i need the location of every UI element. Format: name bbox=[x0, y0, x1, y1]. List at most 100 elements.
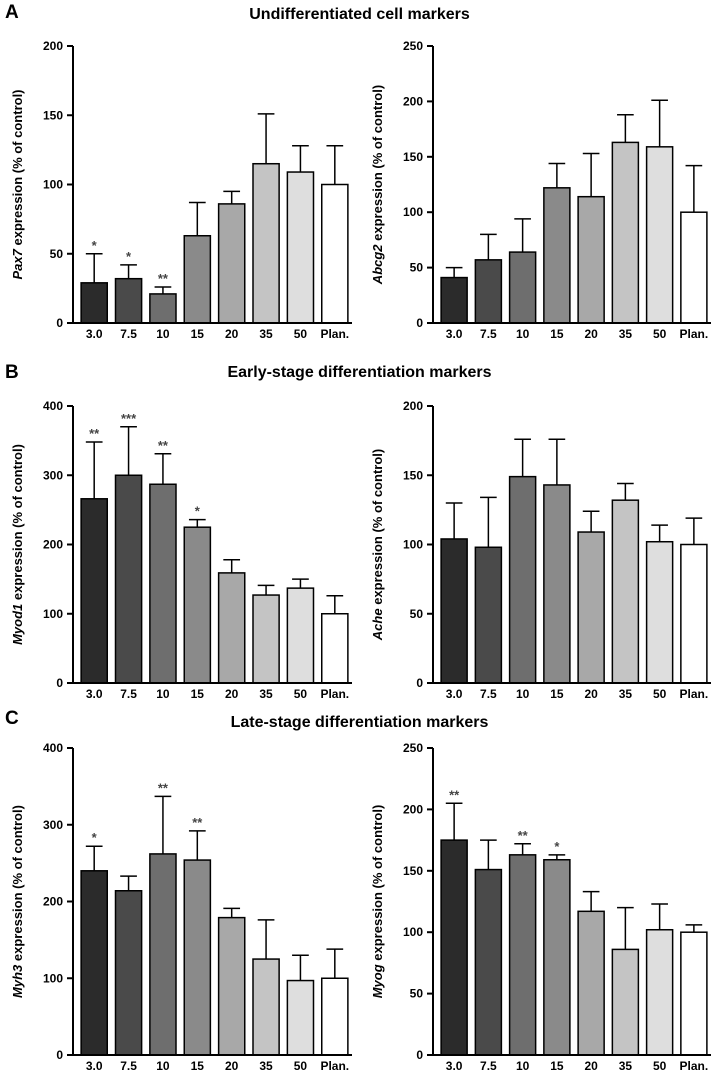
abcg2-bar-7-5 bbox=[474, 259, 503, 324]
myog-bar-3-0 bbox=[440, 839, 468, 1056]
ache-gene-name: Ache bbox=[370, 608, 385, 641]
abcg2-bar-10 bbox=[508, 251, 537, 324]
ache-x-tick-label: 15 bbox=[550, 687, 564, 701]
myh3-x-tick-label: 15 bbox=[191, 1059, 205, 1073]
myh3-y-tick-label: 300 bbox=[43, 818, 63, 832]
abcg2-bar-3-0 bbox=[440, 276, 468, 324]
abcg2-x-tick-label: 3.0 bbox=[446, 327, 463, 341]
pax7-bar-plan- bbox=[321, 183, 349, 324]
myh3-x-tick-label: 20 bbox=[225, 1059, 239, 1073]
myod1-significance-mark: ** bbox=[158, 438, 169, 453]
myod1-y-tick-label: 100 bbox=[43, 607, 63, 621]
myog-significance-mark: ** bbox=[449, 787, 460, 802]
pax7-significance-mark: ** bbox=[158, 271, 169, 286]
ache-bar-10 bbox=[508, 475, 537, 684]
pax7-x-tick-label: 10 bbox=[156, 327, 170, 341]
myog-bar-35 bbox=[611, 948, 640, 1056]
myh3-x-tick-label: 10 bbox=[156, 1059, 170, 1073]
myog-y-axis-unit: expression (% of control) bbox=[370, 805, 385, 965]
myod1-x-tick-label: 10 bbox=[156, 687, 170, 701]
pax7-bar-3-0 bbox=[80, 282, 108, 324]
abcg2-bar-15 bbox=[543, 187, 571, 324]
pax7-bar-50 bbox=[286, 171, 315, 324]
pax7-x-tick-label: 15 bbox=[191, 327, 205, 341]
pax7-x-tick-label: 7.5 bbox=[120, 327, 137, 341]
myh3-bar-35 bbox=[252, 958, 280, 1056]
myh3-significance-mark: ** bbox=[192, 815, 203, 830]
myog-bar-10 bbox=[508, 854, 537, 1056]
ache-bar-50 bbox=[645, 540, 674, 684]
ache-bar-plan- bbox=[680, 543, 708, 684]
pax7-y-axis-label: Pax7 expression (% of control) bbox=[10, 89, 25, 279]
myog-bar-plan- bbox=[680, 931, 708, 1056]
abcg2-y-tick-label: 150 bbox=[403, 150, 423, 164]
myh3-x-tick-label: Plan. bbox=[320, 1059, 349, 1073]
myog-y-tick-label: 50 bbox=[410, 987, 424, 1001]
abcg2-x-tick-label: 15 bbox=[550, 327, 564, 341]
myh3-significance-mark: * bbox=[92, 830, 98, 845]
ache-x-tick-label: 50 bbox=[653, 687, 667, 701]
pax7-x-tick-label: 50 bbox=[294, 327, 308, 341]
abcg2-x-tick-label: 10 bbox=[516, 327, 530, 341]
pax7-y-tick-label: 50 bbox=[50, 247, 64, 261]
myog-y-tick-label: 0 bbox=[416, 1048, 423, 1062]
myod1-significance-mark: ** bbox=[89, 426, 100, 441]
myh3-bar-chart: Myh3 expression (% of control) 0 100 200 300… bbox=[10, 741, 352, 1073]
abcg2-y-tick-label: 250 bbox=[403, 39, 423, 53]
myod1-y-tick-label: 300 bbox=[43, 468, 63, 482]
myog-x-tick-label: 20 bbox=[584, 1059, 598, 1073]
myod1-bar-plan- bbox=[321, 613, 349, 684]
ache-bar-35 bbox=[611, 499, 640, 684]
ache-x-tick-label: 20 bbox=[584, 687, 598, 701]
ache-bar-15 bbox=[543, 484, 571, 684]
pax7-x-tick-label: 20 bbox=[225, 327, 239, 341]
myod1-bar-15 bbox=[183, 526, 212, 684]
pax7-y-axis-unit: expression (% of control) bbox=[10, 89, 25, 249]
myod1-bar-35 bbox=[252, 594, 280, 684]
myog-x-tick-label: 10 bbox=[516, 1059, 530, 1073]
myh3-y-tick-label: 100 bbox=[43, 971, 63, 985]
myog-bar-chart: Myog expression (% of control) 0 50 100 150 2… bbox=[370, 741, 711, 1073]
abcg2-y-tick-label: 0 bbox=[416, 316, 423, 330]
myh3-bar-7-5 bbox=[114, 890, 143, 1056]
myh3-y-axis-unit: expression (% of control) bbox=[10, 805, 25, 965]
myod1-x-tick-label: 50 bbox=[294, 687, 308, 701]
pax7-x-tick-label: 35 bbox=[259, 327, 273, 341]
myog-y-tick-label: 250 bbox=[403, 741, 423, 755]
ache-bar-chart: Ache expression (% of control) 0 50 100 150 2… bbox=[370, 399, 711, 701]
myod1-y-axis-unit: expression (% of control) bbox=[10, 444, 25, 604]
ache-bar-20 bbox=[577, 531, 605, 684]
abcg2-bar-35 bbox=[611, 141, 640, 324]
panel-letter-a: A bbox=[5, 2, 19, 23]
myog-bar-20 bbox=[577, 910, 605, 1056]
myh3-bar-10 bbox=[149, 853, 177, 1056]
pax7-bar-20 bbox=[217, 203, 246, 324]
myod1-y-tick-label: 0 bbox=[56, 676, 63, 690]
ache-y-tick-label: 200 bbox=[403, 399, 423, 413]
abcg2-x-tick-label: 7.5 bbox=[480, 327, 497, 341]
myh3-bar-15 bbox=[183, 859, 212, 1056]
myod1-x-tick-label: 15 bbox=[191, 687, 205, 701]
abcg2-y-tick-label: 200 bbox=[403, 94, 423, 108]
myh3-y-tick-label: 400 bbox=[43, 741, 63, 755]
abcg2-y-tick-label: 50 bbox=[410, 261, 424, 275]
myod1-y-axis-label: Myod1 expression (% of control) bbox=[10, 444, 25, 645]
myog-significance-mark: ** bbox=[518, 828, 529, 843]
myog-gene-name: Myog bbox=[370, 964, 385, 998]
pax7-bar-15 bbox=[183, 234, 212, 324]
ache-x-tick-label: 10 bbox=[516, 687, 530, 701]
abcg2-bar-chart: Abcg2 expression (% of control) 0 50 100 150… bbox=[370, 39, 711, 341]
myog-bar-50 bbox=[645, 928, 674, 1056]
pax7-bar-7-5 bbox=[114, 277, 143, 324]
pax7-significance-mark: * bbox=[92, 238, 98, 253]
myod1-bar-20 bbox=[217, 572, 246, 684]
ache-x-tick-label: Plan. bbox=[680, 687, 709, 701]
abcg2-x-tick-label: 50 bbox=[653, 327, 667, 341]
myog-x-tick-label: 7.5 bbox=[480, 1059, 497, 1073]
ache-y-tick-label: 100 bbox=[403, 538, 423, 552]
abcg2-x-tick-label: 20 bbox=[584, 327, 598, 341]
myh3-x-tick-label: 7.5 bbox=[120, 1059, 137, 1073]
myh3-x-tick-label: 3.0 bbox=[86, 1059, 103, 1073]
myod1-bar-50 bbox=[286, 587, 315, 684]
myog-x-tick-label: 35 bbox=[619, 1059, 633, 1073]
